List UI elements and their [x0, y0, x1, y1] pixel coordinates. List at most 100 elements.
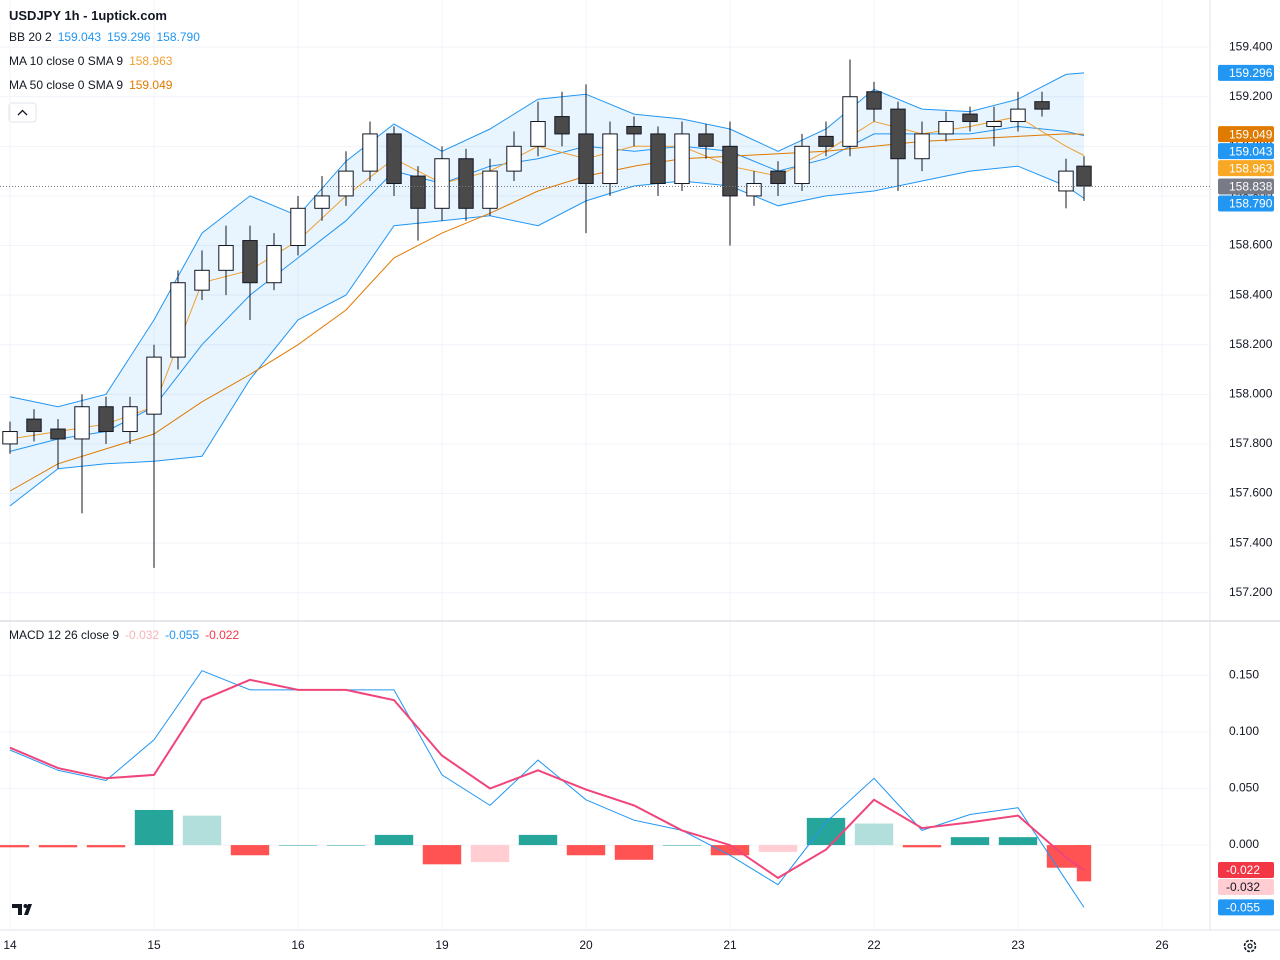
candle-body	[242, 240, 258, 284]
candle-body	[506, 145, 522, 172]
collapse-button[interactable]	[8, 102, 37, 123]
y-tick-label: 0.100	[1229, 724, 1259, 738]
x-tick-label: 23	[1011, 938, 1025, 952]
legend-name: MA 50 close 0 SMA 9	[9, 78, 124, 92]
price-tag-label: 159.296	[1229, 66, 1273, 80]
legend-value: 159.043	[57, 30, 102, 44]
legend-name: MA 10 close 0 SMA 9	[9, 54, 124, 68]
histogram-bar	[566, 845, 606, 856]
candle-body	[26, 418, 42, 433]
candle-body	[1010, 108, 1026, 123]
price-tag	[1218, 195, 1274, 212]
candle-body	[314, 195, 330, 209]
histogram-bar	[662, 845, 702, 846]
x-tick-label: 26	[1155, 938, 1169, 952]
candle-body	[410, 175, 426, 209]
legend-value: -0.032	[125, 628, 160, 642]
y-tick-label: 157.800	[1229, 436, 1273, 450]
candle-body	[530, 121, 546, 147]
collapse-icon	[17, 109, 28, 116]
legend-value: -0.022	[205, 628, 240, 642]
candle-body	[746, 183, 762, 197]
candle-body	[794, 145, 810, 185]
histogram-bar	[470, 845, 510, 863]
y-tick-label: 159.400	[1229, 39, 1273, 53]
candle-body	[986, 121, 1002, 127]
candle-body	[602, 133, 618, 185]
candle-body	[938, 121, 954, 135]
candle-body	[866, 91, 882, 110]
price-tag	[1218, 160, 1274, 177]
candle-body	[338, 170, 354, 197]
candle-body	[146, 356, 162, 415]
price-tag-label: 159.043	[1229, 144, 1273, 158]
y-tick-label: 158.000	[1229, 386, 1273, 400]
indicator-line	[9, 165, 1085, 507]
candle-body	[2, 431, 18, 445]
candle-body	[674, 133, 690, 185]
legend-name: MACD 12 26 close 9	[9, 628, 120, 642]
indicator-tag-label: -0.055	[1226, 901, 1260, 915]
candle-body	[98, 406, 114, 433]
histogram-bar	[38, 845, 78, 848]
histogram-bar	[230, 845, 270, 856]
candle-body	[962, 113, 978, 123]
price-tag	[1218, 178, 1274, 195]
candle-body	[362, 133, 378, 172]
x-tick-label: 19	[435, 938, 449, 952]
histogram-bar	[278, 845, 318, 846]
x-tick-label: 20	[579, 938, 593, 952]
y-tick-label: 158.200	[1229, 337, 1273, 351]
x-tick-label: 15	[147, 938, 161, 952]
indicator-tag-label: -0.022	[1226, 863, 1260, 877]
y-tick-label: 159.200	[1229, 89, 1273, 103]
price-pane	[2, 59, 1092, 568]
candle-body	[386, 133, 402, 185]
candle-body	[74, 406, 90, 440]
histogram-bar	[134, 809, 174, 846]
price-tag	[1218, 126, 1274, 143]
candle-body	[482, 170, 498, 209]
indicator-line	[9, 116, 1085, 440]
legend-row: MACD 12 26 close 9 -0.032 -0.055 -0.022	[9, 628, 239, 642]
candle-body	[578, 133, 594, 185]
candle-body	[266, 245, 282, 284]
histogram-bar	[422, 845, 462, 865]
candle-body	[1058, 170, 1074, 192]
histogram-bar	[950, 837, 990, 846]
candle-body	[818, 135, 834, 147]
price-tag	[1218, 64, 1274, 81]
y-tick-label: 0.000	[1229, 837, 1259, 851]
x-tick-label: 22	[867, 938, 881, 952]
x-tick-label: 14	[3, 938, 17, 952]
price-tag-label: 158.963	[1229, 161, 1273, 175]
histogram-bar	[902, 845, 942, 848]
legend-name: BB 20 2	[9, 30, 52, 44]
candle-body	[842, 96, 858, 147]
histogram-bar	[0, 845, 30, 848]
legend-value: 158.963	[129, 54, 173, 68]
tv-logo	[12, 904, 32, 915]
candle-body	[914, 133, 930, 160]
price-tag-label: 159.049	[1229, 127, 1273, 141]
histogram-bar	[710, 845, 750, 856]
histogram-bar	[854, 823, 894, 846]
candle-body	[122, 406, 138, 433]
indicator-line	[9, 133, 1085, 492]
candle-body	[650, 133, 666, 185]
candle-body	[722, 145, 738, 197]
indicator-tag-label: -0.032	[1226, 880, 1260, 894]
y-tick-label: 0.050	[1229, 781, 1259, 795]
histogram-bar	[1076, 845, 1092, 882]
settings-icon[interactable]	[1243, 939, 1257, 953]
candle-body	[434, 158, 450, 209]
x-tick-label: 21	[723, 938, 737, 952]
indicator-tag	[1218, 861, 1274, 878]
candle-body	[770, 170, 786, 185]
candle-body	[170, 282, 186, 358]
y-tick-label: 0.150	[1229, 667, 1259, 681]
candle-body	[554, 116, 570, 135]
legend-row: MA 50 close 0 SMA 9 159.049	[9, 78, 172, 92]
